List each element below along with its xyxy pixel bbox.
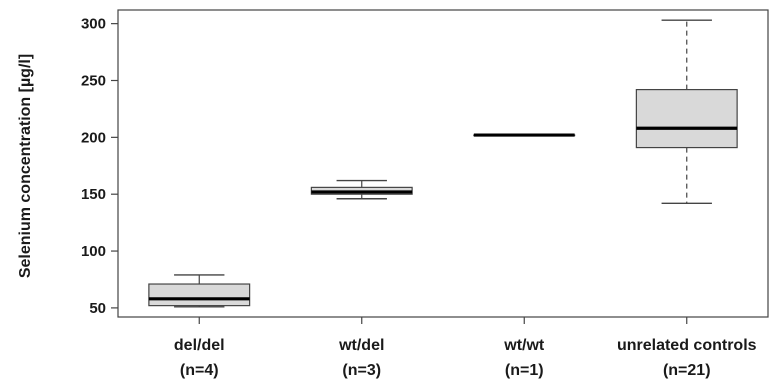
x-tick-label: wt/wt xyxy=(503,337,545,354)
box xyxy=(148,283,251,307)
box-group xyxy=(310,179,413,200)
box xyxy=(635,88,738,149)
y-tick-label: 200 xyxy=(81,129,106,146)
x-tick-count: (n=21) xyxy=(663,362,711,379)
boxes xyxy=(148,19,738,308)
y-tick-label: 100 xyxy=(81,243,106,260)
x-tick-count: (n=1) xyxy=(505,362,544,379)
y-tick-label: 300 xyxy=(81,16,106,33)
x-axis: del/del (n=4) wt/del (n=3) wt/wt (n=1) unrelat… xyxy=(174,317,757,379)
y-axis: 50 100 150 200 250 300 xyxy=(81,16,118,317)
box-group xyxy=(148,274,251,308)
x-tick-label: wt/del xyxy=(338,337,384,354)
plot-frame xyxy=(117,9,769,318)
x-tick-label: unrelated controls xyxy=(617,337,757,354)
x-tick-count: (n=4) xyxy=(180,362,219,379)
x-tick-label: del/del xyxy=(174,337,225,354)
x-tick-count: (n=3) xyxy=(342,362,381,379)
box-group xyxy=(473,133,576,137)
y-axis-label: Selenium concentration [µg/l] xyxy=(17,54,34,278)
y-tick-label: 150 xyxy=(81,186,106,203)
box-group xyxy=(635,19,738,204)
y-tick-label: 250 xyxy=(81,72,106,89)
y-tick-label: 50 xyxy=(89,300,106,317)
